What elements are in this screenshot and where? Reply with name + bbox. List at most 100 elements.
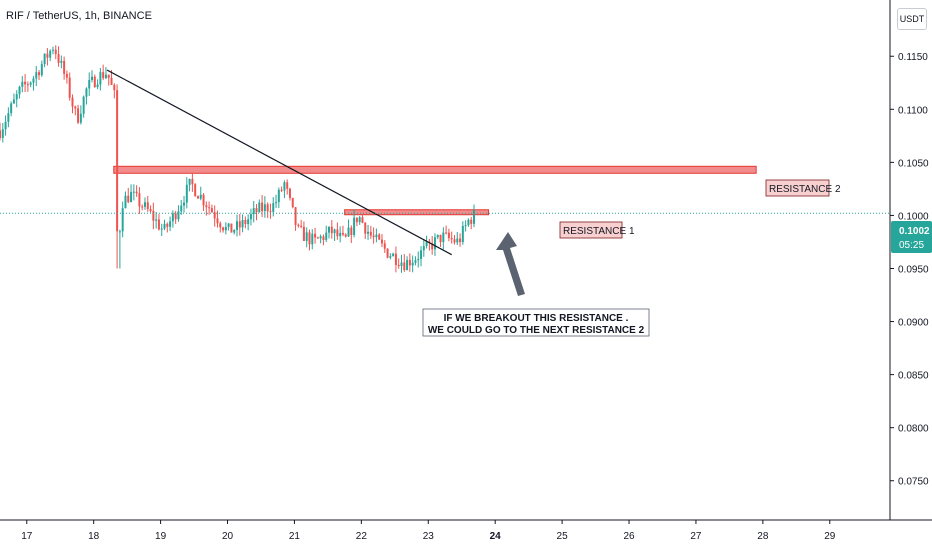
time-axis[interactable]: 17 18 19 20 21 22 23 24 25 26 27 28 29 [21,520,836,542]
candle-down [403,262,406,271]
candle-up [400,262,403,267]
candle-up [1,129,4,138]
candle-down [65,73,68,78]
resistance-1-zone[interactable] [344,209,489,216]
candle-up [118,231,121,233]
candle-up [163,223,166,229]
candle-down [152,211,155,221]
time-tick-label: 23 [423,531,435,542]
candle-up [60,60,63,63]
trendline[interactable] [106,69,452,256]
candle-up [258,202,261,213]
candle-down [205,205,208,208]
candle-down [294,207,297,225]
candle-down [191,178,194,185]
resistance-1-label[interactable]: RESISTANCE 1 [559,221,635,239]
candle-down [102,72,105,79]
resistance-2-zone[interactable] [113,165,757,174]
price-tag: 0.1002 05:25 [891,221,932,253]
candle-up [40,64,43,76]
candle-up [180,205,183,212]
candle-up [96,84,99,88]
candle-up [7,113,10,122]
candle-up [467,219,470,226]
candle-down [450,238,453,240]
price-tag-value: 0.1002 [899,226,930,237]
candle-up [425,241,428,247]
candle-up [461,226,464,243]
time-tick-label: 29 [824,531,836,542]
price-tick-label: 0.0900 [898,318,929,329]
candle-down [146,202,149,210]
candle-down [174,213,177,220]
candle-down [54,49,57,55]
candle-down [380,239,383,244]
candle-down [222,227,225,231]
candle-up [49,50,52,58]
candle-up [417,258,420,261]
price-tick-label: 0.1000 [898,211,929,222]
candle-down [344,234,347,237]
candle-down [291,197,294,208]
annotation-arrow[interactable] [496,232,525,296]
candle-up [12,99,15,104]
resistance-2-label[interactable]: RESISTANCE 2 [765,179,841,197]
annotation-note[interactable]: IF WE BREAKOUT THIS RESISTANCE . WE COUL… [422,308,650,337]
candle-down [288,188,291,198]
descending-trendline[interactable] [106,69,452,256]
price-tick-label: 0.0750 [898,477,929,488]
resistance-2-band[interactable] [113,165,757,174]
candle-up [464,225,467,227]
candle-down [107,74,110,78]
time-tick-label: 28 [757,531,769,542]
candle-down [68,77,71,98]
currency-button[interactable]: USDT [897,8,927,30]
candle-down [110,77,113,85]
candle-down [149,209,152,212]
candle-down [255,208,258,213]
resistance-1-band[interactable] [344,209,489,216]
candle-up [160,228,163,230]
candle-up [275,202,278,204]
candle-down [453,239,456,243]
time-tick-label: 18 [88,531,100,542]
candle-down [308,232,311,245]
symbol-title[interactable]: RIF / TetherUS, 1h, BINANCE [6,10,152,22]
candle-down [157,219,160,230]
candle-down [261,202,264,212]
candle-down [322,236,325,240]
candle-down [459,238,462,243]
candle-down [77,108,80,123]
candle-up [35,72,38,79]
candle-up [51,49,54,51]
candle-down [219,223,222,228]
candle-down [238,221,241,228]
candle-down [266,204,269,212]
candle-up [185,184,188,203]
candle-down [431,243,434,250]
candlestick-series [0,45,475,273]
candle-up [43,53,46,65]
price-tick-label: 0.1050 [898,158,929,169]
price-axis[interactable]: 0.1150 0.1100 0.1050 0.1000 0.0950 0.0900 0.08… [890,52,929,488]
candle-down [216,218,219,224]
candle-up [130,191,133,203]
candle-down [213,212,216,219]
candle-up [392,253,395,257]
candle-down [46,53,49,58]
candle-up [339,232,342,237]
price-tick-label: 0.1150 [898,52,928,63]
candle-up [32,78,35,83]
note-line-1: IF WE BREAKOUT THIS RESISTANCE . [444,313,629,324]
candle-down [57,54,60,63]
resistance-1-text: RESISTANCE 1 [563,226,635,237]
candle-down [286,182,289,189]
price-tick-label: 0.0800 [898,424,929,435]
candle-down [26,84,29,86]
time-tick-label: 21 [289,531,301,542]
candle-down [355,217,358,223]
candle-up [442,232,445,243]
candle-up [277,189,280,203]
candle-down [127,195,130,203]
